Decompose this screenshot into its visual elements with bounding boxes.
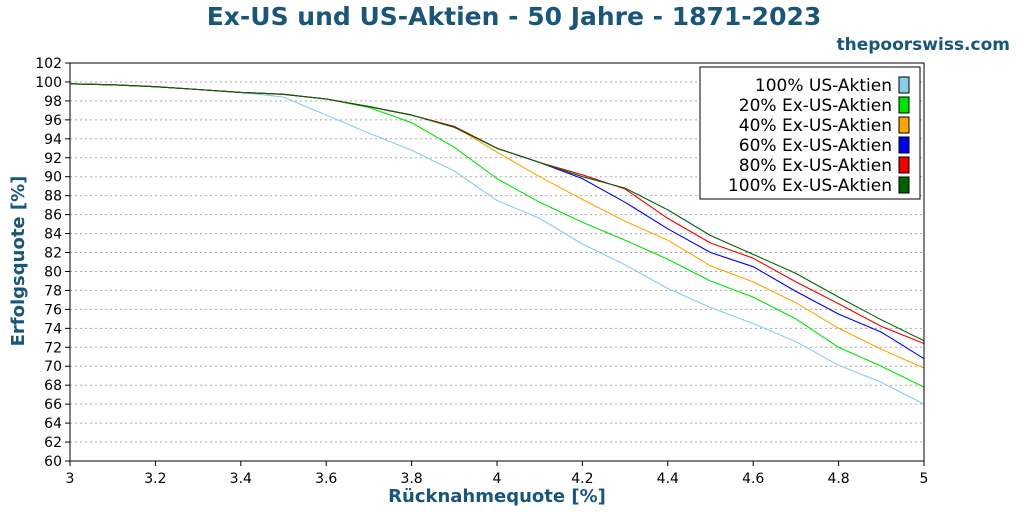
legend-label: 80% Ex-US-Aktien (739, 156, 892, 176)
y-tick-label: 72 (44, 340, 62, 356)
x-tick-label: 3.4 (230, 471, 252, 487)
y-tick-label: 66 (44, 397, 62, 413)
legend-box (699, 66, 921, 200)
chart-title: Ex-US und US-Aktien - 50 Jahre - 1871-20… (207, 2, 822, 31)
legend-swatch (898, 116, 910, 134)
y-tick-label: 96 (44, 113, 62, 129)
legend-swatch (898, 136, 910, 154)
legend-swatch (898, 176, 910, 194)
legend-label: 100% US-Aktien (755, 76, 892, 96)
y-tick-label: 100 (35, 75, 62, 91)
y-tick-label: 64 (44, 416, 62, 432)
site-name: thepoorswiss.com (837, 35, 1011, 55)
axis-ticks: 60 62 64 66 68 70 72 74 76 78 80 82 84 86 88 90 92 94 96 98… (35, 56, 928, 487)
y-tick-label: 70 (44, 359, 62, 375)
series-line-100-ex-us-aktien (69, 83, 925, 342)
y-tick-label: 84 (44, 227, 62, 243)
legend-swatch (898, 96, 910, 114)
y-tick-label: 90 (44, 170, 62, 186)
y-tick-label: 60 (44, 454, 62, 470)
y-tick-label: 62 (44, 435, 62, 451)
legend-label: 40% Ex-US-Aktien (739, 116, 892, 136)
x-tick-label: 4.4 (657, 471, 679, 487)
x-tick-label: 4 (493, 471, 502, 487)
y-tick-label: 102 (35, 56, 62, 72)
x-tick-label: 3.2 (144, 471, 166, 487)
legend-label: 100% Ex-US-Aktien (728, 176, 892, 196)
x-tick-label: 3.8 (400, 471, 422, 487)
y-tick-label: 68 (44, 378, 62, 394)
y-tick-label: 82 (44, 246, 62, 262)
legend-label: 20% Ex-US-Aktien (739, 96, 892, 116)
x-tick-label: 3.6 (315, 471, 337, 487)
legend-label: 60% Ex-US-Aktien (739, 136, 892, 156)
y-axis-label: Erfolgsquote [%] (8, 176, 29, 347)
x-tick-label: 3 (66, 471, 75, 487)
y-tick-label: 92 (44, 151, 62, 167)
y-tick-label: 94 (44, 132, 62, 148)
y-tick-label: 74 (44, 321, 62, 337)
y-tick-label: 88 (44, 189, 62, 205)
y-tick-label: 98 (44, 94, 62, 110)
series-lines (69, 83, 925, 405)
x-tick-label: 5 (920, 471, 929, 487)
legend-swatch (898, 156, 910, 174)
legend-swatch (898, 76, 910, 94)
x-axis-label: Rücknahmequote [%] (388, 486, 606, 507)
y-tick-label: 86 (44, 208, 62, 224)
y-tick-label: 76 (44, 302, 62, 318)
x-tick-label: 4.8 (827, 471, 849, 487)
y-tick-label: 78 (44, 283, 62, 299)
y-tick-label: 80 (44, 264, 62, 280)
x-tick-label: 4.6 (742, 471, 764, 487)
x-tick-label: 4.2 (571, 471, 593, 487)
